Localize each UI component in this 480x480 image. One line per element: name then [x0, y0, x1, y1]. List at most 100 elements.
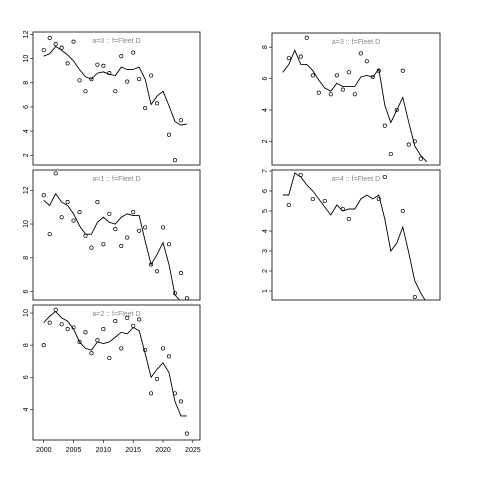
point: [59, 215, 64, 220]
point: [155, 101, 160, 106]
point: [160, 225, 166, 230]
point: [286, 56, 291, 61]
point: [59, 45, 64, 50]
plot-area: [41, 171, 189, 300]
point: [131, 210, 136, 215]
point: [65, 327, 70, 332]
y-tick-label: 4: [262, 108, 269, 112]
y-tick-label: 6: [23, 290, 30, 294]
y-tick-label: 4: [23, 129, 30, 133]
point: [166, 132, 172, 137]
point: [119, 346, 124, 351]
y-tick-label: 10: [23, 309, 30, 317]
point: [113, 319, 118, 324]
point: [101, 327, 106, 332]
point: [47, 232, 52, 237]
point: [83, 330, 88, 335]
point: [65, 200, 70, 205]
point: [166, 242, 172, 247]
x-tick-label: 2020: [155, 447, 171, 454]
x-tick-label: 2015: [125, 447, 141, 454]
y-tick-label: 10: [23, 55, 30, 63]
y-tick-label: 4: [23, 407, 30, 411]
y-tick-label: 8: [262, 45, 269, 49]
point: [119, 54, 124, 59]
point: [286, 202, 291, 208]
point: [346, 216, 351, 222]
line: [282, 49, 428, 163]
y-tick-label: 2: [262, 139, 269, 143]
point: [89, 77, 94, 82]
panel-title: a=1 :: f=Fleet D: [92, 176, 140, 183]
y-tick-label: 2: [23, 153, 30, 157]
line: [43, 192, 181, 300]
point: [113, 227, 118, 232]
point: [406, 142, 411, 147]
point: [316, 90, 321, 95]
point: [47, 320, 52, 325]
point: [352, 92, 357, 97]
point: [340, 87, 345, 92]
point: [83, 89, 88, 94]
y-tick-label: 8: [23, 81, 30, 85]
point: [101, 63, 106, 68]
panel-title: a=3 :: f=Fleet D: [332, 39, 380, 46]
point: [155, 376, 160, 381]
point: [59, 322, 64, 327]
point: [328, 92, 333, 97]
panel: a=4 :: f=Fleet D1 2 3 4 5 6 7: [262, 169, 441, 301]
point: [310, 73, 315, 78]
point: [143, 106, 148, 111]
y-tick-label: 1: [262, 289, 269, 293]
y-tick-label: 12: [23, 186, 30, 194]
point: [382, 123, 387, 128]
point: [178, 399, 183, 404]
y-tick-label: 5: [262, 209, 269, 213]
panel-title: a=0 :: f=Fleet D: [92, 38, 140, 45]
point: [137, 317, 142, 322]
point: [155, 269, 160, 274]
point: [77, 339, 82, 345]
point: [41, 343, 46, 348]
point: [125, 315, 130, 320]
panel-frame: [271, 32, 441, 166]
point: [47, 35, 52, 41]
panel-frame: [32, 304, 201, 441]
point: [400, 68, 405, 73]
line: [43, 310, 187, 417]
point: [298, 54, 303, 59]
point: [77, 210, 82, 215]
plot-area: [282, 35, 428, 163]
x-tick-label: 2005: [66, 447, 82, 454]
point: [322, 198, 327, 204]
point: [334, 73, 339, 78]
point: [172, 158, 178, 163]
point: [364, 59, 369, 64]
point: [131, 50, 136, 55]
line: [282, 172, 426, 300]
x-tick-label: 2025: [185, 447, 201, 454]
panel-frame: [271, 169, 441, 301]
point: [137, 228, 142, 233]
plot-area: [282, 172, 426, 300]
panel: a=3 :: f=Fleet D2 4 6 8: [262, 32, 441, 166]
point: [304, 35, 309, 40]
point: [41, 48, 46, 53]
y-tick-label: 6: [262, 77, 269, 81]
panel-title: a=2 :: f=Fleet D: [92, 311, 140, 318]
panel: a=0 :: f=Fleet D2 4 6 8 10 12: [23, 30, 201, 166]
point: [310, 196, 315, 202]
point: [53, 42, 58, 47]
y-tick-label: 6: [23, 375, 30, 379]
x-tick-label: 2000: [36, 447, 52, 454]
point: [65, 61, 70, 66]
point: [119, 243, 124, 249]
y-tick-label: 6: [23, 105, 30, 109]
y-tick-label: 2: [262, 269, 269, 273]
point: [71, 39, 76, 44]
point: [184, 431, 189, 436]
point: [53, 171, 58, 176]
point: [77, 78, 82, 83]
y-tick-label: 7: [262, 169, 269, 173]
